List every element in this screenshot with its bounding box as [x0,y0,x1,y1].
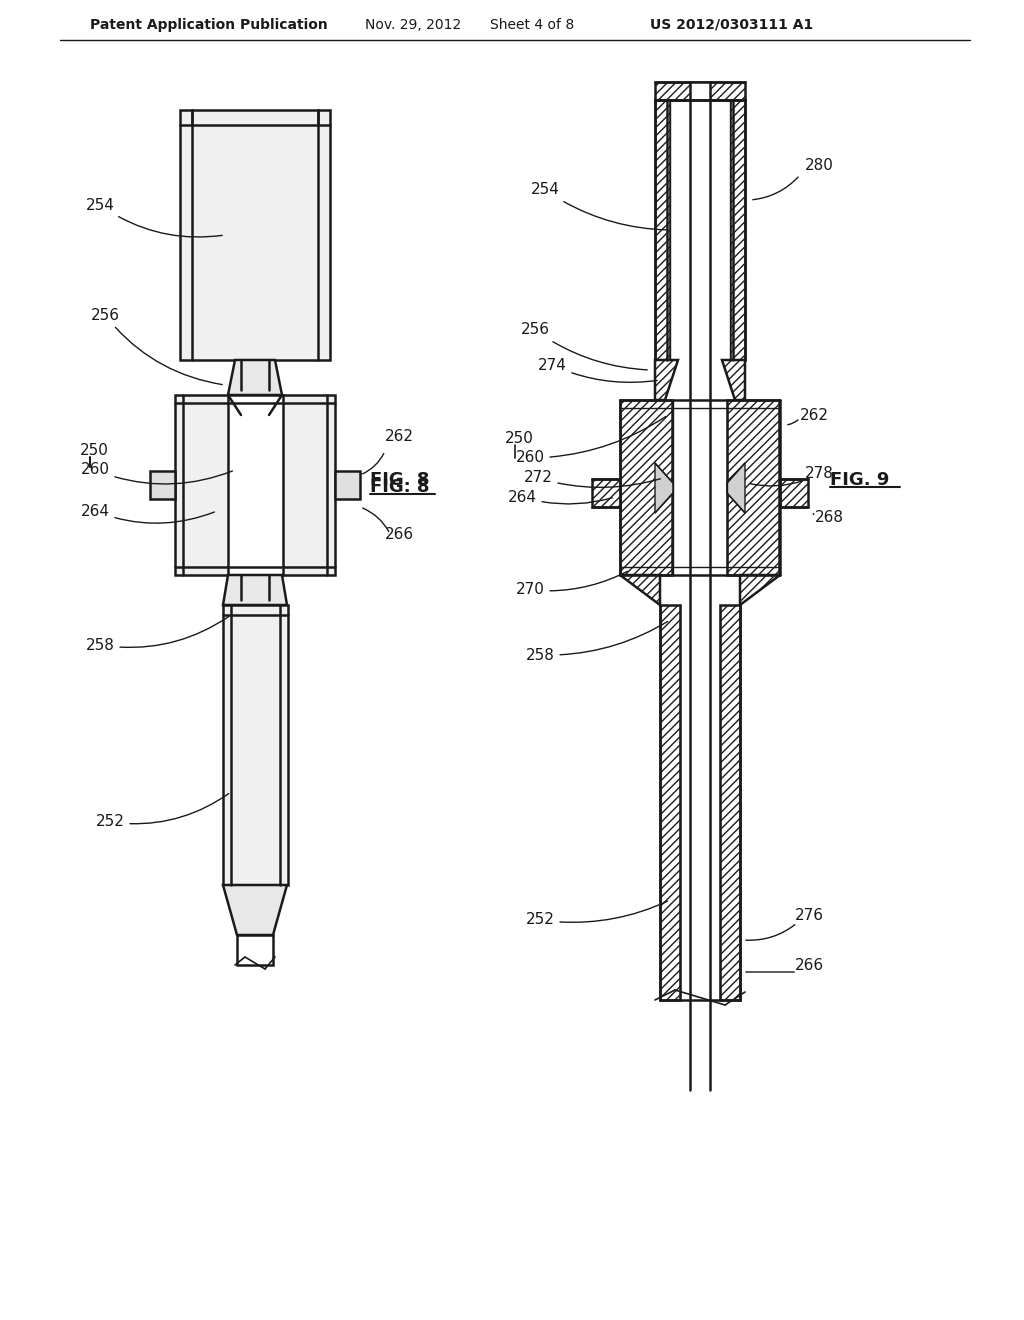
Bar [237,935,273,965]
Bar [727,400,779,576]
Bar [655,100,670,360]
Bar [670,100,730,360]
Text: 278: 278 [805,466,834,480]
Text: FIG. 8: FIG. 8 [370,478,429,496]
Text: 272: 272 [523,470,660,487]
Text: 262: 262 [385,429,414,444]
Polygon shape [223,576,287,605]
Text: 264: 264 [508,490,612,504]
Bar [730,100,745,360]
Text: 252: 252 [95,793,228,829]
Bar [150,471,175,499]
Bar [655,82,745,100]
Bar [223,605,288,884]
Text: 266: 266 [795,958,824,973]
Text: FIG. 8: FIG. 8 [370,471,429,488]
Text: 258: 258 [86,616,228,652]
Polygon shape [722,360,745,400]
Polygon shape [655,463,673,513]
Text: 252: 252 [525,902,668,928]
Text: 260: 260 [81,462,232,484]
Text: 260: 260 [515,417,666,466]
Bar [180,110,330,360]
Text: 256: 256 [90,308,222,384]
Text: 256: 256 [520,322,647,370]
Text: 276: 276 [795,908,824,923]
Text: US 2012/0303111 A1: US 2012/0303111 A1 [650,18,813,32]
Text: 250: 250 [80,444,109,458]
Text: 262: 262 [800,408,829,422]
Polygon shape [228,360,282,395]
Text: FIG. 9: FIG. 9 [830,471,890,488]
Text: 250: 250 [505,432,534,446]
Polygon shape [655,360,678,400]
Polygon shape [223,884,287,935]
Text: 274: 274 [538,358,657,383]
Text: 280: 280 [805,158,834,173]
Text: 254: 254 [86,198,222,238]
Text: 254: 254 [530,182,668,230]
Text: 270: 270 [515,572,628,598]
Bar [720,605,740,1001]
Text: 266: 266 [385,527,414,543]
Polygon shape [740,576,780,605]
Bar [780,479,808,507]
Bar [660,605,680,1001]
Text: 264: 264 [81,503,214,523]
Bar [620,400,672,576]
Bar [335,471,360,499]
Bar [690,82,710,1090]
Text: Patent Application Publication: Patent Application Publication [90,18,328,32]
Text: Nov. 29, 2012: Nov. 29, 2012 [365,18,461,32]
Bar [228,395,283,576]
Polygon shape [727,463,745,513]
Text: 258: 258 [525,622,668,663]
Bar [592,479,620,507]
Bar [175,395,335,576]
Polygon shape [620,576,660,605]
Text: Sheet 4 of 8: Sheet 4 of 8 [490,18,574,32]
Text: 268: 268 [815,510,844,525]
